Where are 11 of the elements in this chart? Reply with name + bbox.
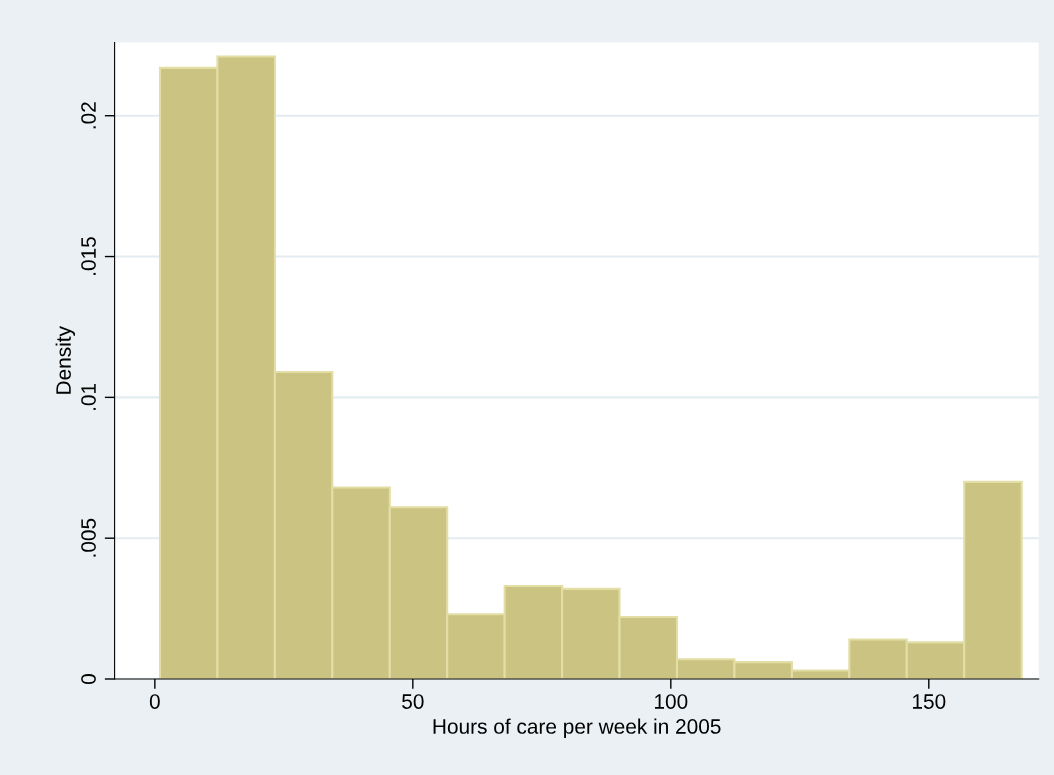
x-tick-label: 0 — [149, 694, 160, 709]
x-tick-label: 50 — [402, 694, 424, 709]
y-tick-label: .02 — [81, 102, 96, 129]
y-axis-title: Density — [55, 326, 76, 394]
y-tick-label: .015 — [81, 237, 96, 275]
x-tick-label: 100 — [655, 694, 688, 709]
y-tick-label: .005 — [81, 518, 96, 557]
y-tick-label: 0 — [81, 674, 96, 684]
x-axis-title: Hours of care per week in 2005 — [433, 718, 721, 738]
y-tick-label: .01 — [81, 383, 96, 410]
x-tick-label: 150 — [913, 694, 946, 709]
